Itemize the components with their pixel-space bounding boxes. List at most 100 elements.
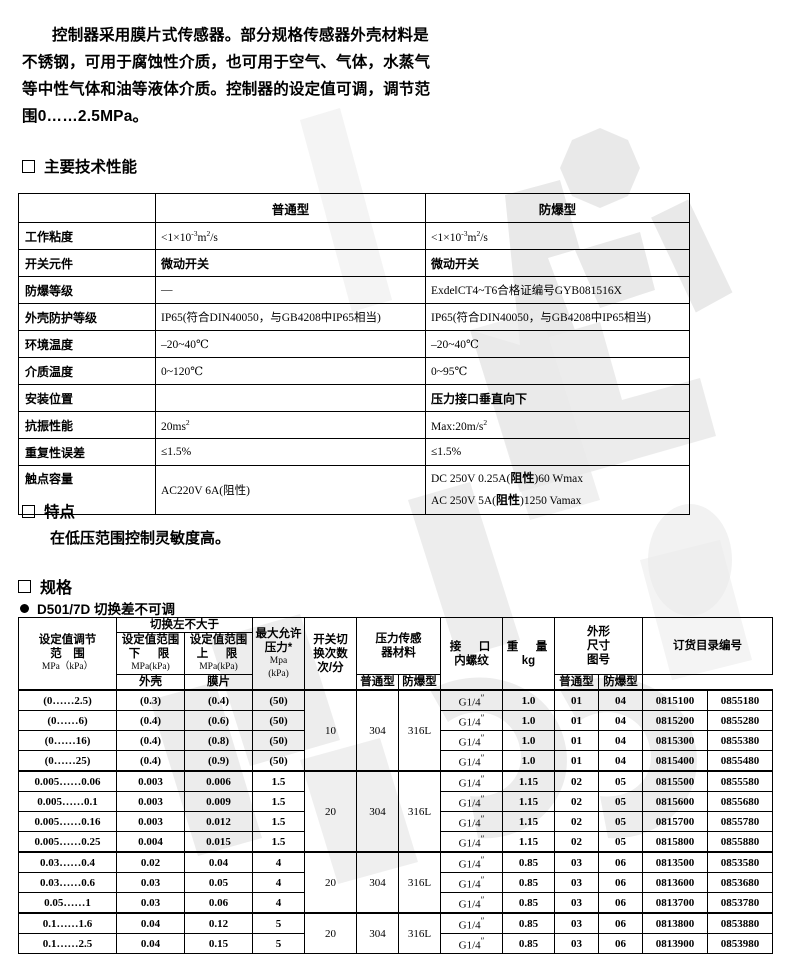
cell-sensor-diaphragm: 316L: [398, 851, 441, 914]
table-row: 外壳防护等级 IP65(符合DIN40050，与GB4208中IP65相当) IP6…: [18, 303, 690, 331]
cell-normal-type: —: [155, 276, 426, 304]
cell-explosion-proof-type: DC 250V 0.25A(阻性)60 Wmax AC 250V 5A(阻性)12…: [425, 465, 690, 515]
cell-dim-normal: 03: [554, 872, 599, 893]
section-heading-features: 特点: [22, 500, 75, 522]
cell-diff-lower: 0.003: [116, 791, 185, 812]
cell-dim-ex: 05: [598, 791, 643, 812]
cell-order-ex: 0853780: [707, 892, 773, 914]
cell-setpoint-range: 0.05……1: [18, 892, 117, 914]
cell-weight: 0.85: [502, 892, 555, 914]
cell-dim-normal: 03: [554, 912, 599, 934]
cell-sensor-case: 304: [356, 689, 399, 772]
cell-normal-type: AC220V 6A(阻性): [155, 465, 426, 515]
cell-explosion-proof-type: IP65(符合DIN40050，与GB4208中IP65相当): [425, 303, 690, 331]
cell-order-ex: 0853880: [707, 912, 773, 934]
cell-order-normal: 0815100: [642, 689, 708, 711]
table-row: 安装位置 压力接口垂直向下: [18, 384, 690, 412]
cell-order-ex: 0853580: [707, 851, 773, 873]
cell-dim-normal: 03: [554, 851, 599, 873]
cell-diff-lower: (0.3): [116, 689, 185, 711]
cell-dim-ex: 04: [598, 689, 643, 711]
cell-dim-normal: 02: [554, 770, 599, 792]
th-diff-lower: 设定值范围 下 限 MPa(kPa): [116, 632, 185, 675]
cell-dim-ex: 05: [598, 831, 643, 853]
cell-setpoint-range: 0.1……2.5: [18, 933, 117, 954]
cell-setpoint-range: 0.03……0.4: [18, 851, 117, 873]
cell-order-normal: 0813600: [642, 872, 708, 893]
cell-normal-type: [155, 384, 426, 412]
table-row: 重复性误差 ≤1.5% ≤1.5%: [18, 438, 690, 466]
cell-explosion-proof-type: 0~95℃: [425, 357, 690, 385]
cell-weight: 1.0: [502, 710, 555, 731]
cell-port-thread: G1/4″: [440, 791, 503, 812]
cell-dim-ex: 06: [598, 912, 643, 934]
cell-port-thread: G1/4″: [440, 770, 503, 792]
cell-diff-upper: 0.06: [184, 892, 253, 914]
cell-order-ex: 0855480: [707, 750, 773, 772]
th-sensor-case: 外壳: [116, 674, 185, 691]
cell-port-thread: G1/4″: [440, 933, 503, 954]
cell-sensor-case: 304: [356, 912, 399, 954]
cell-weight: 1.15: [502, 811, 555, 832]
table-row: 0.005……0.06 0.003 0.006 1.5 20 304 316L G1/4″ 1.…: [18, 770, 773, 853]
cell-weight: 1.15: [502, 831, 555, 853]
spec-header-row-1: 设定值调节 范 围 MPa（kPa） 切换左不大于 最大允许 压力* Mpa (…: [18, 617, 773, 691]
cell-diff-lower: 0.04: [116, 912, 185, 934]
cell-explosion-proof-type: Exde‖CT4~T6合格证编号GYB081516X: [425, 276, 690, 304]
cell-setpoint-range: 0.005……0.1: [18, 791, 117, 812]
cell-dim-ex: 06: [598, 851, 643, 873]
table-row: 抗振性能 20ms2 Max:20m/s2: [18, 411, 690, 439]
cell-order-ex: 0855380: [707, 730, 773, 751]
cell-switch-cycles: 10: [304, 689, 357, 772]
cell-dim-normal: 03: [554, 892, 599, 914]
th-sensor-diaphragm: 膜片: [184, 674, 253, 691]
cell-max-pressure: 4: [252, 872, 305, 893]
square-bullet-icon: [18, 579, 31, 593]
cell-weight: 1.0: [502, 730, 555, 751]
row-label: 工作粘度: [18, 222, 156, 250]
cell-normal-type: <1×10-3m2/s: [155, 222, 426, 250]
cell-order-ex: 0855580: [707, 770, 773, 792]
th-order-code-group: 订货目录编号: [642, 617, 773, 675]
table-row: 0.03……0.4 0.02 0.04 4 20 304 316L G1/4″ 0.85 03 06…: [18, 851, 773, 914]
th-diff-upper: 设定值范围 上 限 MPa(kPa): [184, 632, 253, 675]
cell-switch-cycles: 20: [304, 770, 357, 853]
cell-diff-upper: (0.4): [184, 689, 253, 711]
section-heading-specification-label: 规格: [40, 580, 73, 597]
row-label: 开关元件: [18, 249, 156, 277]
th-max-allowable-pressure: 最大允许 压力* Mpa (kPa): [252, 617, 305, 691]
table-row: 0.03……0.6 0.03 0.05 4 G1/4″ 0.85 03 06 0813600 08…: [18, 872, 773, 893]
cell-order-normal: 0815600: [642, 791, 708, 812]
model-heading-label: D501/7D 切换差不可调: [37, 602, 176, 617]
cell-diff-lower: 0.03: [116, 892, 185, 914]
cell-diff-upper: 0.006: [184, 770, 253, 792]
table-row: 开关元件 微动开关 微动开关: [18, 249, 690, 277]
cell-setpoint-range: (0……6): [18, 710, 117, 731]
table-row: 触点容量 AC220V 6A(阻性) DC 250V 0.25A(阻性)60 Wma…: [18, 465, 690, 515]
row-label: 重复性误差: [18, 438, 156, 466]
cell-normal-type: ≤1.5%: [155, 438, 426, 466]
row-label: 介质温度: [18, 357, 156, 385]
cell-order-normal: 0815700: [642, 811, 708, 832]
cell-port-thread: G1/4″: [440, 912, 503, 934]
table-row: 0.1……1.6 0.04 0.12 5 20 304 316L G1/4″ 0.85 03 06 0…: [18, 912, 773, 954]
cell-dim-ex: 05: [598, 770, 643, 792]
table-row: 工作粘度 <1×10-3m2/s <1×10-3m2/s: [18, 222, 690, 250]
th-dim-normal: 普通型: [356, 674, 399, 691]
th-order-ex: 防爆型: [598, 674, 643, 691]
cell-diff-lower: (0.4): [116, 710, 185, 731]
th-setpoint-range: 设定值调节 范 围 MPa（kPa）: [18, 617, 117, 691]
table-header-row: 普通型 防爆型: [18, 193, 690, 223]
cell-max-pressure: (50): [252, 689, 305, 711]
cell-weight: 1.0: [502, 750, 555, 772]
cell-diff-lower: (0.4): [116, 750, 185, 772]
row-label: 安装位置: [18, 384, 156, 412]
th-weight: 重 量 kg: [502, 617, 555, 691]
section-heading-technical: 主要技术性能: [22, 155, 137, 177]
cell-diff-upper: (0.8): [184, 730, 253, 751]
cell-weight: 1.0: [502, 689, 555, 711]
table-row: 防爆等级 — Exde‖CT4~T6合格证编号GYB081516X: [18, 276, 690, 304]
th-explosion-proof-type: 防爆型: [425, 193, 690, 223]
cell-weight: 0.85: [502, 912, 555, 934]
cell-max-pressure: 5: [252, 933, 305, 954]
